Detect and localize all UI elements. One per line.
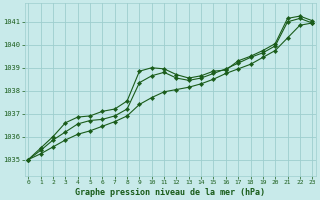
X-axis label: Graphe pression niveau de la mer (hPa): Graphe pression niveau de la mer (hPa) — [75, 188, 265, 197]
